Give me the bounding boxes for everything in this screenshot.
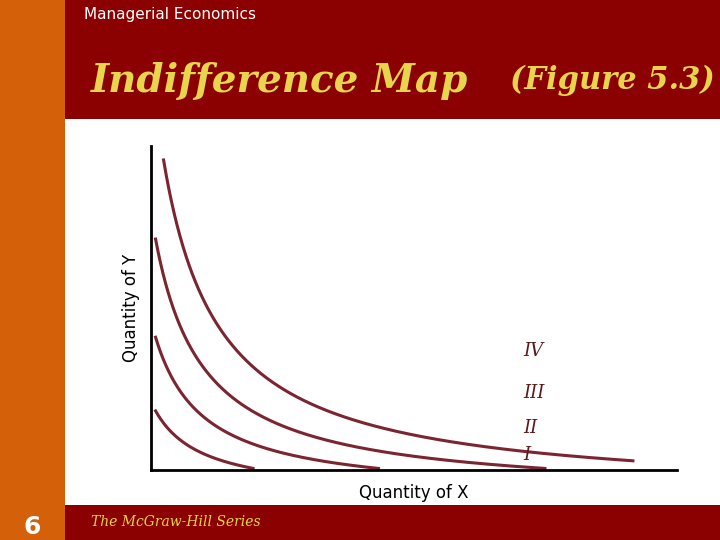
- Text: The McGraw-Hill Series: The McGraw-Hill Series: [91, 516, 261, 529]
- Text: III: III: [523, 384, 545, 402]
- Text: (Figure 5.3): (Figure 5.3): [510, 65, 715, 97]
- X-axis label: Quantity of X: Quantity of X: [359, 484, 469, 502]
- Text: Managerial Economics: Managerial Economics: [84, 7, 256, 22]
- Y-axis label: Quantity of Y: Quantity of Y: [122, 254, 140, 362]
- Text: I: I: [523, 446, 531, 464]
- Text: II: II: [523, 419, 538, 437]
- Text: 6: 6: [24, 515, 41, 538]
- Text: IV: IV: [523, 342, 544, 360]
- Text: Indifference Map: Indifference Map: [91, 62, 468, 100]
